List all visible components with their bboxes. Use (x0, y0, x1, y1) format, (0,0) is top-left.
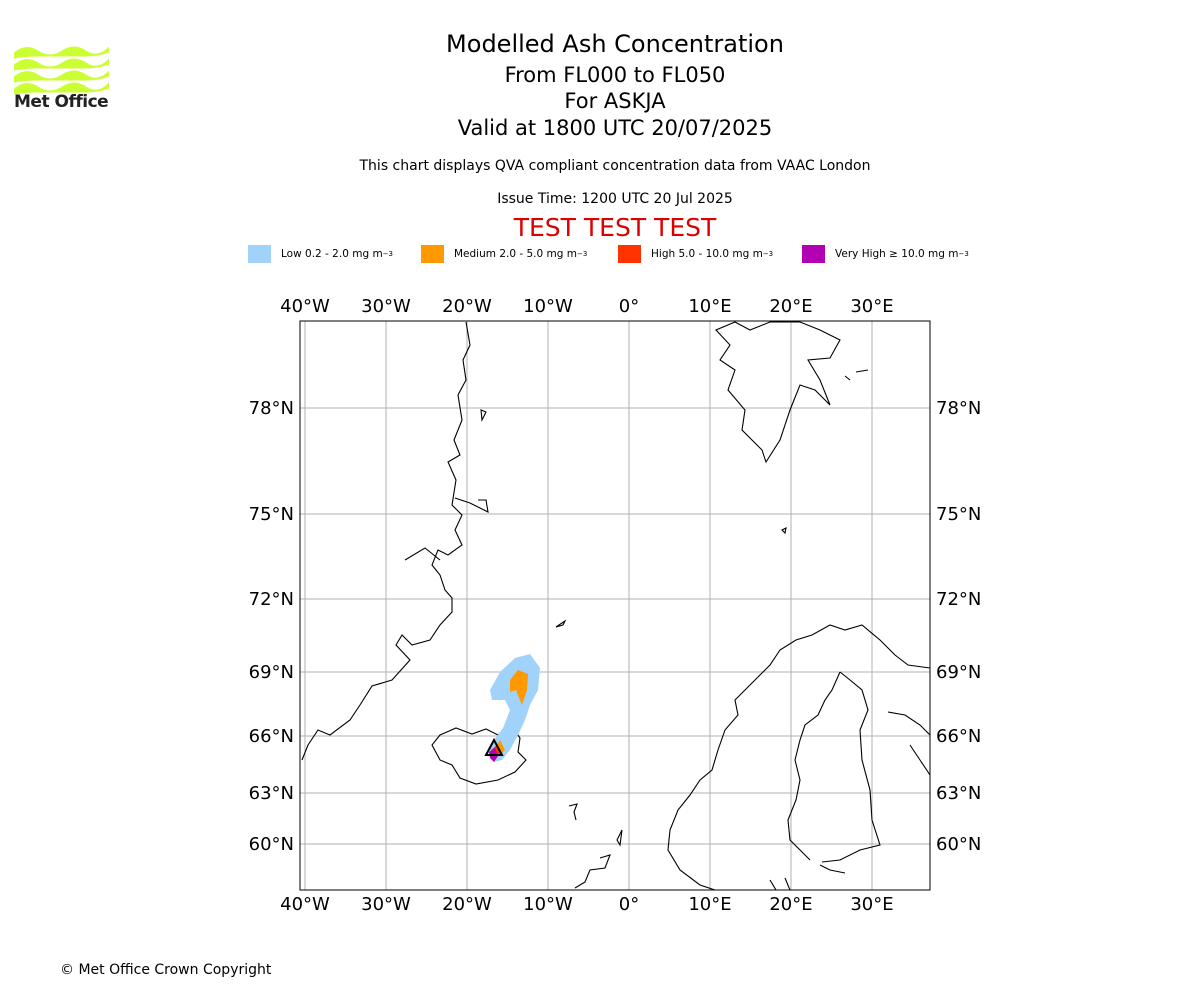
legend-unit-exp: −3 (762, 250, 774, 258)
legend-unit-exp: −3 (382, 250, 394, 258)
legend-unit-exp: −3 (958, 250, 969, 258)
faroe-islands (568, 803, 578, 821)
lat-label-right: 60°N (936, 834, 981, 855)
jan-mayen (555, 619, 567, 628)
copyright: © Met Office Crown Copyright (60, 962, 272, 978)
lon-label-top: 30°E (850, 296, 893, 317)
lat-label-left: 72°N (249, 589, 294, 610)
lat-label-left: 75°N (249, 504, 294, 525)
lat-label-left: 78°N (249, 398, 294, 419)
lat-label-left: 60°N (249, 834, 294, 855)
scandinavia-coast (667, 624, 931, 891)
lon-label-bottom: 10°E (688, 894, 731, 915)
lon-label-top: 10°W (523, 296, 573, 317)
lon-label-top: 20°E (769, 296, 812, 317)
lat-label-left: 66°N (249, 726, 294, 747)
volcano-name: For ASKJA (564, 89, 666, 113)
met-office-logo-icon (14, 46, 109, 95)
lat-label-right: 66°N (936, 726, 981, 747)
compliance-note: This chart displays QVA compliant concen… (359, 158, 871, 174)
valid-time: Valid at 1800 UTC 20/07/2025 (457, 116, 773, 140)
lon-label-top: 10°E (688, 296, 731, 317)
legend-label-low: Low 0.2 - 2.0 mg m (281, 248, 383, 260)
lat-label-right: 75°N (936, 504, 981, 525)
legend-label-high: High 5.0 - 10.0 mg m (651, 248, 763, 260)
lon-label-bottom: 10°W (523, 894, 573, 915)
ash-low-region (488, 654, 540, 762)
lat-label-right: 72°N (936, 589, 981, 610)
lon-label-bottom: 0° (619, 894, 639, 915)
lat-label-left: 63°N (249, 783, 294, 804)
map-frame (299, 320, 931, 891)
flight-level-range: From FL000 to FL050 (504, 63, 726, 87)
lon-label-bottom: 40°W (280, 894, 330, 915)
legend-item-low: Low 0.2 - 2.0 mg m −3 (248, 244, 393, 264)
legend-item-very-high: Very High ≥ 10.0 mg m −3 (802, 244, 969, 264)
iceland-coast (431, 723, 527, 785)
legend-swatch-medium (421, 245, 444, 263)
legend-swatch-high (618, 245, 641, 263)
svalbard-coast (715, 321, 841, 464)
legend-swatch-very-high (802, 245, 825, 263)
legend-item-high: High 5.0 - 10.0 mg m −3 (618, 244, 773, 264)
lat-label-right: 78°N (936, 398, 981, 419)
volcano-marker-icon (484, 737, 504, 756)
ash-medium-region (510, 670, 528, 705)
lon-label-bottom: 20°E (769, 894, 812, 915)
legend-unit-exp: −3 (576, 250, 588, 258)
lon-label-top: 30°W (361, 296, 411, 317)
gridlines (300, 321, 930, 890)
logo-text: Met Office (14, 92, 109, 112)
issue-time: Issue Time: 1200 UTC 20 Jul 2025 (497, 191, 733, 207)
lon-label-bottom: 30°E (850, 894, 893, 915)
lon-label-top: 0° (619, 296, 639, 317)
test-banner: TEST TEST TEST (513, 213, 717, 242)
lat-label-left: 69°N (249, 662, 294, 683)
lon-label-bottom: 20°W (442, 894, 492, 915)
lon-label-top: 40°W (280, 296, 330, 317)
legend-label-very-high: Very High ≥ 10.0 mg m (835, 248, 959, 260)
lon-label-top: 20°W (442, 296, 492, 317)
lat-label-right: 63°N (936, 783, 981, 804)
greenland-coast (301, 321, 471, 761)
lon-label-bottom: 30°W (361, 894, 411, 915)
legend-label-medium: Medium 2.0 - 5.0 mg m (454, 248, 577, 260)
coastlines (301, 321, 931, 891)
ash-plume (488, 654, 540, 762)
legend-swatch-low (248, 245, 271, 263)
chart-title: Modelled Ash Concentration (446, 30, 784, 58)
lat-label-right: 69°N (936, 662, 981, 683)
legend-item-medium: Medium 2.0 - 5.0 mg m −3 (421, 244, 587, 264)
